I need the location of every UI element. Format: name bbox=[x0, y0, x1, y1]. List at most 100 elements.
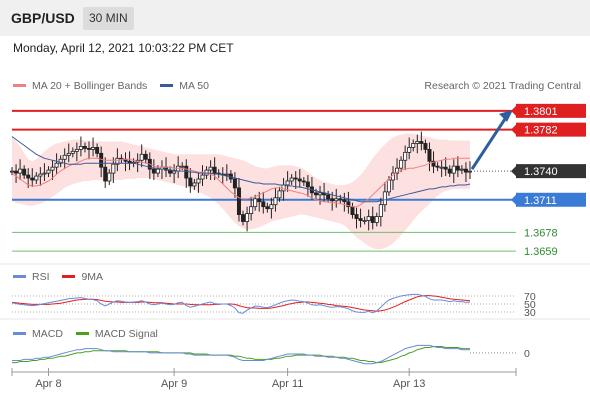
candle-body bbox=[395, 167, 400, 174]
candle-body bbox=[261, 201, 266, 208]
ma50-swatch bbox=[160, 83, 174, 87]
candle-body bbox=[236, 187, 241, 215]
candle-body bbox=[354, 214, 359, 219]
timestamp: Monday, April 12, 2021 10:03:22 PM CET bbox=[13, 41, 234, 55]
candle-body bbox=[111, 163, 116, 174]
candle-body bbox=[374, 216, 379, 223]
rsi-level-label-1: 50 bbox=[524, 299, 536, 311]
macd-swatch bbox=[13, 331, 26, 335]
ma20-swatch bbox=[13, 83, 26, 87]
candle-body bbox=[95, 147, 100, 154]
rsi-legend-label: RSI bbox=[32, 271, 50, 283]
candle-body bbox=[9, 170, 14, 173]
candle-body bbox=[200, 174, 205, 180]
candle-body bbox=[78, 146, 83, 150]
candle-body bbox=[18, 168, 23, 174]
timeframe-button[interactable]: 30 MIN bbox=[83, 7, 134, 30]
candle-body bbox=[188, 177, 193, 187]
ma50-line bbox=[11, 136, 471, 203]
candle-body bbox=[91, 147, 96, 150]
candle-body bbox=[245, 213, 250, 222]
candle-body bbox=[330, 198, 335, 202]
candle-body bbox=[411, 143, 416, 148]
level-label-1: 1.3782 bbox=[524, 125, 558, 137]
candle-body bbox=[447, 168, 452, 174]
level-tag-pointer-2 bbox=[511, 166, 516, 177]
candle-body bbox=[42, 172, 47, 175]
candle-body bbox=[366, 216, 371, 221]
candle-body bbox=[54, 162, 59, 168]
candle-body bbox=[362, 220, 367, 222]
level-label-2: 1.3740 bbox=[524, 166, 558, 178]
candle-body bbox=[415, 141, 420, 144]
level-tag-pointer-1 bbox=[511, 124, 516, 135]
macd-legend-label: MACD bbox=[32, 328, 63, 340]
ma50-legend-label: MA 50 bbox=[179, 80, 209, 92]
chart-panel bbox=[0, 36, 590, 400]
x-tick-label-3: Apr 13 bbox=[393, 378, 425, 390]
forecast-arrow-shaft bbox=[470, 115, 509, 170]
candle-body bbox=[403, 151, 408, 161]
level-label-4: 1.3678 bbox=[524, 227, 558, 239]
candle-body bbox=[50, 166, 55, 171]
candle-body bbox=[463, 168, 468, 173]
macd-zero-label: 0 bbox=[524, 348, 530, 360]
candle-body bbox=[265, 206, 270, 210]
candle-body bbox=[399, 159, 404, 169]
candle-body bbox=[467, 170, 472, 173]
candle-body bbox=[431, 160, 436, 167]
level-tag-3 bbox=[516, 192, 586, 207]
level-tag-pointer-3 bbox=[511, 194, 516, 205]
candle-body bbox=[115, 157, 120, 165]
level-label-5: 1.3659 bbox=[524, 246, 558, 258]
ma20-line bbox=[11, 157, 470, 208]
rsi-legend: RSI 9MA bbox=[13, 271, 103, 283]
candle-body bbox=[103, 166, 108, 182]
candle-body bbox=[301, 180, 306, 183]
candle-body bbox=[107, 172, 112, 182]
macd-signal-swatch bbox=[75, 331, 89, 335]
macd-signal-line bbox=[12, 346, 470, 364]
candle-body bbox=[74, 148, 79, 152]
candle-body bbox=[285, 180, 290, 186]
candle-body bbox=[208, 166, 213, 171]
candle-body bbox=[318, 192, 323, 196]
level-label-0: 1.3801 bbox=[524, 106, 558, 118]
rsi-level-label-0: 70 bbox=[524, 291, 536, 303]
candle-body bbox=[180, 165, 185, 168]
candle-body bbox=[241, 214, 246, 222]
candle-body bbox=[253, 198, 258, 208]
candle-body bbox=[212, 166, 217, 174]
macd-legend: MACD MACD Signal bbox=[13, 328, 158, 340]
candle-body bbox=[224, 173, 229, 176]
candle-body bbox=[386, 179, 391, 193]
candle-body bbox=[172, 170, 177, 174]
rsi-swatch bbox=[13, 274, 26, 278]
candle-body bbox=[370, 216, 375, 223]
candle-body bbox=[313, 192, 318, 196]
candle-body bbox=[281, 184, 286, 192]
candle-body bbox=[305, 181, 310, 188]
candle-body bbox=[423, 143, 428, 150]
candle-body bbox=[232, 178, 237, 189]
candle-body bbox=[184, 165, 189, 179]
candle-body bbox=[334, 198, 339, 202]
candle-body bbox=[326, 194, 331, 200]
candle-body bbox=[378, 204, 383, 217]
credit-text: Research © 2021 Trading Central bbox=[424, 80, 581, 92]
candle-body bbox=[46, 169, 51, 174]
candle-body bbox=[34, 175, 39, 181]
candle-body bbox=[350, 206, 355, 215]
candle-body bbox=[70, 150, 75, 154]
x-tick-label-1: Apr 9 bbox=[161, 378, 187, 390]
rsi-ma-legend-label: 9MA bbox=[81, 271, 104, 283]
candle-body bbox=[346, 201, 351, 208]
bollinger-band-area bbox=[12, 133, 470, 250]
candle-body bbox=[38, 173, 43, 177]
candle-body bbox=[293, 177, 298, 180]
candle-body bbox=[14, 170, 19, 174]
candle-body bbox=[26, 174, 31, 179]
x-tick-label-2: Apr 11 bbox=[272, 378, 304, 390]
candle-body bbox=[455, 165, 460, 171]
candle-body bbox=[358, 218, 363, 221]
